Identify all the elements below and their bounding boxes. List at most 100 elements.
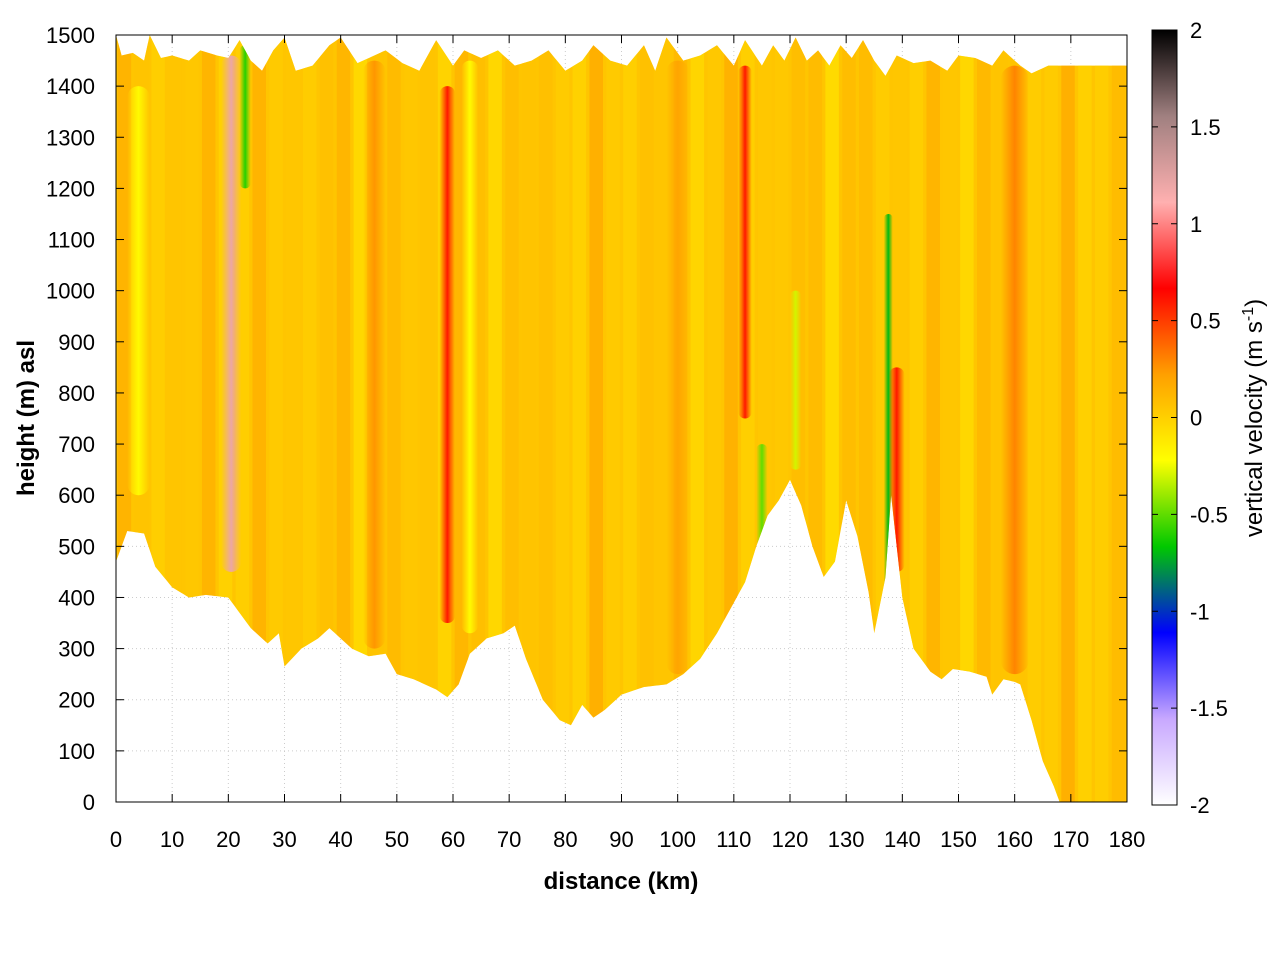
velocity-feature-4	[756, 444, 768, 547]
x-tick-label: 60	[441, 827, 465, 852]
colorbar-tick-label: -0.5	[1190, 502, 1228, 527]
x-tick-label: 90	[609, 827, 633, 852]
x-tick-label: 70	[497, 827, 521, 852]
velocity-feature-2	[439, 86, 456, 624]
field-band	[336, 35, 351, 802]
field-band	[1111, 35, 1126, 802]
field-band	[185, 35, 199, 802]
field-band	[387, 35, 401, 802]
x-tick-label: 110	[716, 827, 751, 852]
x-axis-title: distance (km)	[544, 868, 699, 895]
field-band	[1061, 35, 1075, 802]
colorbar-tick-label: -2	[1190, 793, 1210, 818]
velocity-feature-8	[127, 86, 150, 496]
y-tick-label: 200	[58, 688, 95, 713]
x-tick-label: 80	[553, 827, 577, 852]
y-tick-label: 300	[58, 637, 95, 662]
x-tick-label: 10	[160, 827, 184, 852]
field-band	[825, 35, 839, 802]
field-band	[724, 35, 738, 802]
field-band	[555, 35, 570, 802]
colorbar-tick-label: 1	[1190, 212, 1202, 237]
x-tick-label: 150	[940, 827, 977, 852]
y-tick-label: 1100	[48, 228, 95, 253]
y-axis-title: height (m) asl	[13, 340, 40, 496]
field-band	[757, 35, 772, 802]
x-axis: 0 10 20 30 40 50 60 70 80 90 100 110 120 130 140 150 160…	[110, 35, 1145, 852]
colorbar-tick-label: 2	[1190, 18, 1202, 43]
field-band	[269, 35, 283, 802]
x-tick-label: 40	[328, 827, 352, 852]
field-band	[538, 35, 553, 802]
velocity-field	[116, 35, 1127, 802]
field-band	[977, 35, 991, 802]
x-tick-label: 0	[110, 827, 122, 852]
x-tick-label: 120	[772, 827, 809, 852]
y-tick-label: 0	[83, 790, 95, 815]
field-band	[926, 35, 940, 802]
y-axis: 0 100 200 300 400 500 600 700 800 900 1000 1100 1200…	[46, 23, 1127, 815]
velocity-field-clip	[116, 35, 1127, 802]
field-band	[420, 35, 435, 802]
field-band	[859, 35, 873, 802]
y-tick-label: 1300	[46, 125, 95, 150]
y-tick-label: 1200	[46, 176, 95, 201]
field-band	[404, 35, 418, 802]
y-tick-label: 100	[58, 739, 95, 764]
velocity-feature-11	[666, 60, 689, 675]
field-band	[606, 35, 620, 802]
field-band	[808, 35, 823, 802]
y-tick-label: 800	[58, 381, 95, 406]
x-tick-label: 160	[996, 827, 1033, 852]
y-tick-label: 400	[58, 585, 95, 610]
field-band	[168, 35, 182, 802]
y-tick-label: 1400	[46, 74, 95, 99]
x-tick-label: 30	[272, 827, 296, 852]
y-tick-label: 900	[58, 330, 95, 355]
velocity-feature-0	[221, 55, 242, 572]
velocity-feature-7	[888, 367, 905, 572]
x-tick-label: 20	[216, 827, 240, 852]
field-band	[909, 35, 924, 802]
velocity-feature-10	[461, 60, 479, 634]
colorbar-tick-label: -1	[1190, 599, 1210, 624]
y-tick-label: 700	[58, 432, 95, 457]
field-band	[1027, 35, 1042, 802]
field-band	[943, 35, 957, 802]
colorbar-tick-label: 0	[1190, 406, 1202, 431]
velocity-feature-1	[239, 45, 251, 189]
field-band	[151, 35, 165, 802]
field-band	[1094, 35, 1109, 802]
colorbar-title: vertical velocity (m s-1)	[1240, 299, 1268, 537]
field-band	[522, 35, 536, 802]
field-band	[319, 35, 334, 802]
x-tick-label: 100	[659, 827, 696, 852]
field-band	[623, 35, 637, 802]
field-band	[774, 35, 789, 802]
field-background	[116, 35, 1127, 802]
field-band	[589, 35, 603, 802]
x-tick-label: 140	[884, 827, 921, 852]
field-band	[572, 35, 587, 802]
colorbar-axis: -2 -1.5 -1 -0.5 0 0.5 1 1.5 2	[1152, 18, 1228, 818]
field-band	[505, 35, 519, 802]
field-band	[286, 35, 300, 802]
field-band	[842, 35, 856, 802]
colorbar-tick-label: 0.5	[1190, 309, 1221, 334]
x-tick-label: 170	[1052, 827, 1089, 852]
field-band	[201, 35, 216, 802]
field-band	[488, 35, 502, 802]
field-band	[707, 35, 721, 802]
velocity-feature-3	[738, 65, 752, 419]
y-tick-label: 1500	[46, 23, 95, 48]
y-tick-label: 600	[58, 483, 95, 508]
velocity-feature-9	[363, 60, 386, 649]
colorbar-tick-label: 1.5	[1190, 115, 1221, 140]
field-band	[252, 35, 266, 802]
colorbar-tick-label: -1.5	[1190, 696, 1228, 721]
field-band	[303, 35, 317, 802]
field-band	[640, 35, 654, 802]
field-band	[960, 35, 974, 802]
y-tick-label: 1000	[46, 279, 95, 304]
x-tick-label: 50	[385, 827, 409, 852]
